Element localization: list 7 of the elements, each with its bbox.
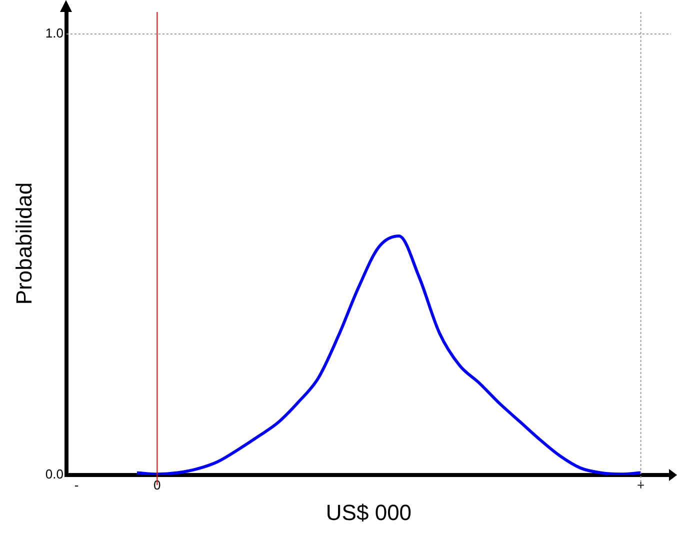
x-tick-label: -: [74, 477, 79, 492]
y-tick-label: 0.0: [45, 466, 64, 482]
line-series: [136, 234, 642, 475]
x-tick-label: 0: [154, 477, 161, 492]
x-axis-title: US$ 000: [326, 500, 412, 525]
y-axis-title: Probabilidad: [11, 182, 36, 305]
y-tick-label: 1.0: [45, 26, 64, 41]
